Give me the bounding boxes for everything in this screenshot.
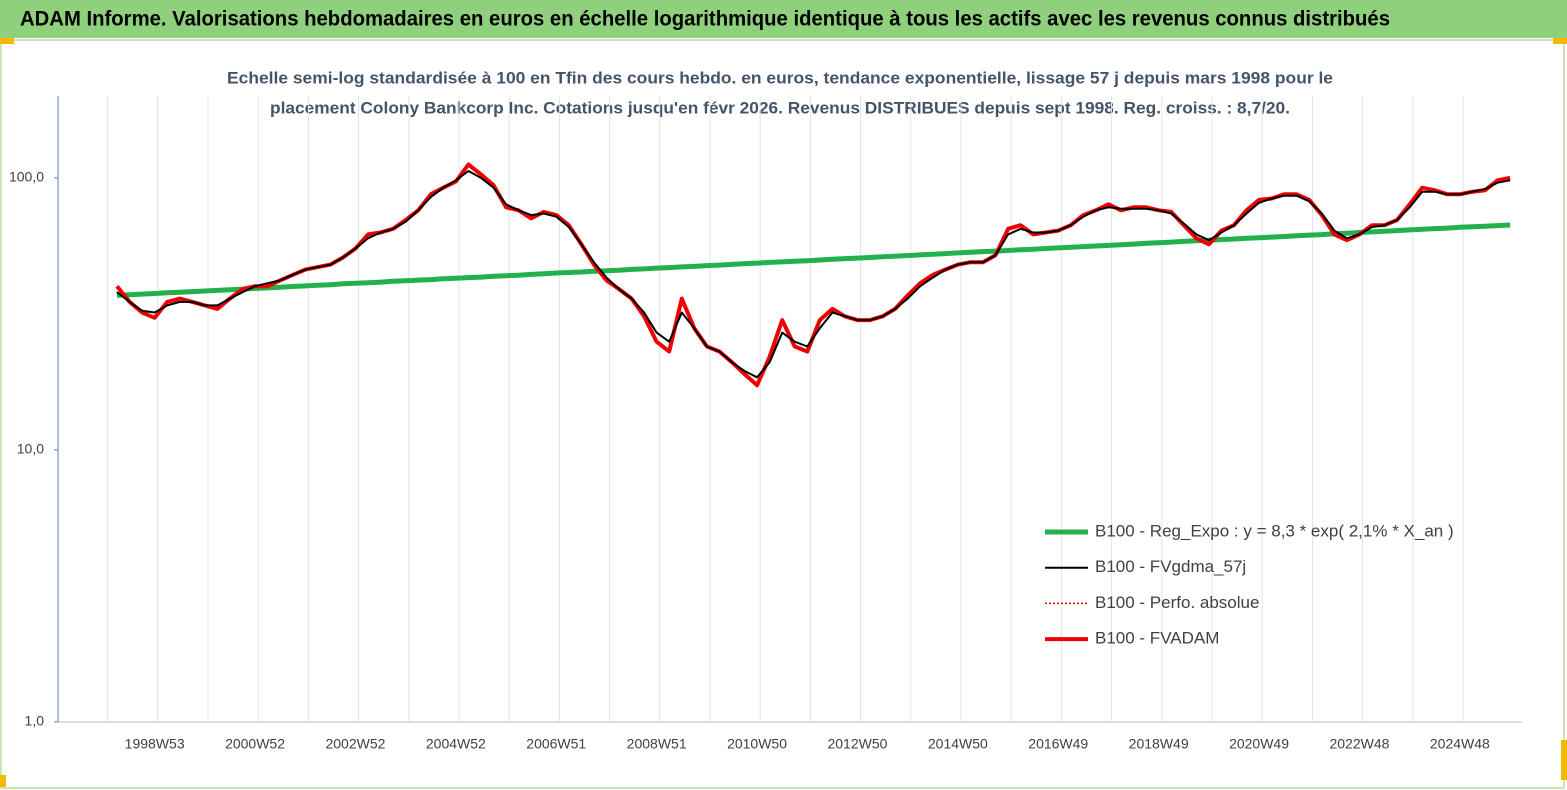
x-tick-label: 2000W52 bbox=[225, 736, 285, 752]
frame bbox=[0, 39, 1565, 789]
series-line bbox=[116, 222, 1511, 298]
legend-label: B100 - Reg_Expo : y = 8,3 * exp( 2,1% * … bbox=[1095, 521, 1454, 540]
legend-label: B100 - FVADAM bbox=[1095, 629, 1219, 648]
x-tick-label: 2002W52 bbox=[325, 736, 385, 752]
series-line bbox=[116, 170, 1511, 379]
legend-label: B100 - Perfo. absolue bbox=[1095, 593, 1259, 612]
x-tick-label: 2008W51 bbox=[627, 736, 687, 752]
x-tick-label: 2006W51 bbox=[526, 736, 586, 752]
y-tick-label: 100,0 bbox=[9, 169, 44, 185]
x-tick-label: 2016W49 bbox=[1028, 736, 1088, 752]
x-tick-label: 2004W52 bbox=[426, 736, 486, 752]
x-tick-label: 2024W48 bbox=[1430, 736, 1490, 752]
chart-subtitle: Echelle semi-log standardisée à 100 en T… bbox=[227, 68, 1333, 87]
chart-subtitle: placement Colony Bankcorp Inc. Cotations… bbox=[270, 98, 1290, 117]
x-tick-label: 2020W49 bbox=[1229, 736, 1289, 752]
y-tick-label: 10,0 bbox=[17, 441, 44, 457]
x-tick-label: 2022W48 bbox=[1329, 736, 1389, 752]
y-tick-label: 1,0 bbox=[25, 713, 45, 729]
plot-area: 1,0 10,0 100,0 1998W53 2000W52 2002W52 2004W52… bbox=[9, 96, 1522, 752]
legend-label: B100 - FVgdma_57j bbox=[1095, 557, 1246, 576]
corner bbox=[0, 38, 14, 44]
chart-title: ADAM Informe. Valorisations hebdomadaire… bbox=[20, 8, 1390, 31]
corner bbox=[0, 775, 6, 787]
x-tick-label: 2012W50 bbox=[827, 736, 887, 752]
x-tick-label: 2018W49 bbox=[1129, 736, 1189, 752]
corner bbox=[1561, 740, 1567, 780]
x-tick-label: 2014W50 bbox=[928, 736, 988, 752]
corner bbox=[1553, 38, 1567, 44]
x-tick-label: 2010W50 bbox=[727, 736, 787, 752]
title-bar bbox=[0, 0, 1567, 38]
x-tick-label: 1998W53 bbox=[125, 736, 185, 752]
